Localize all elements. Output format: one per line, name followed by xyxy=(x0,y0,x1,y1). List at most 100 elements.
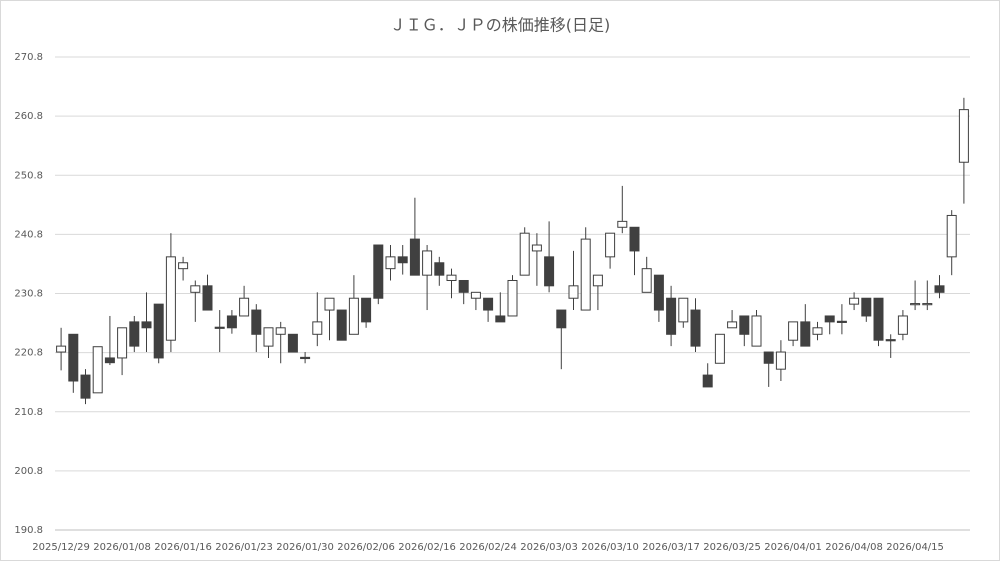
x-tick-label: 2026/01/23 xyxy=(215,542,273,553)
candle-body xyxy=(714,333,725,364)
candle-body xyxy=(336,309,347,341)
y-tick-label: 190.8 xyxy=(14,525,43,536)
candle-body xyxy=(922,303,933,306)
x-tick-label: 2025/12/29 xyxy=(32,542,90,553)
candle-body xyxy=(873,297,884,341)
candle-body xyxy=(678,297,689,323)
candle-body xyxy=(56,345,67,353)
candle-body xyxy=(312,321,323,335)
candle-body xyxy=(641,268,652,293)
candle-body xyxy=(531,244,542,252)
candle-body xyxy=(666,297,677,335)
candle-body xyxy=(727,321,738,329)
candle-body xyxy=(702,374,713,388)
candle-body xyxy=(434,262,445,276)
x-tick-label: 2026/04/01 xyxy=(764,542,822,553)
candle-body xyxy=(653,274,664,311)
y-tick-label: 200.8 xyxy=(14,466,43,477)
candle-body xyxy=(373,244,384,299)
candle-body xyxy=(397,256,408,264)
candle-body xyxy=(763,351,774,364)
candle-body xyxy=(483,297,494,311)
candle-body xyxy=(300,356,311,360)
candle-body xyxy=(592,274,603,287)
candle-body xyxy=(897,315,908,335)
x-tick-label: 2026/04/08 xyxy=(825,542,883,553)
y-tick-label: 220.8 xyxy=(14,348,43,359)
candle-body xyxy=(385,256,396,270)
x-tick-label: 2026/03/10 xyxy=(581,542,639,553)
x-tick-label: 2026/02/16 xyxy=(398,542,456,553)
x-tick-label: 2026/01/16 xyxy=(154,542,212,553)
y-tick-label: 230.8 xyxy=(14,289,43,300)
candle-body xyxy=(800,321,811,347)
candle-body xyxy=(68,333,79,382)
candle-body xyxy=(202,285,213,311)
candle-body xyxy=(519,232,530,276)
candle-body xyxy=(617,220,628,228)
candle-body xyxy=(544,256,555,287)
candle-body xyxy=(422,250,433,276)
candle-body xyxy=(324,297,335,311)
candle-body xyxy=(910,303,921,306)
candle-body xyxy=(446,274,457,281)
candle-body xyxy=(775,351,786,370)
chart-title: ＪＩＧ．ＪＰの株価推移(日足) xyxy=(390,16,611,35)
y-tick-label: 210.8 xyxy=(14,407,43,418)
candle-body xyxy=(263,327,274,347)
candle-body xyxy=(849,297,860,305)
candle-body xyxy=(92,346,103,394)
x-tick-label: 2026/01/08 xyxy=(93,542,151,553)
x-tick-label: 2026/04/15 xyxy=(886,542,944,553)
candle-body xyxy=(861,297,872,317)
candle-body xyxy=(580,238,591,311)
candle-body xyxy=(275,327,286,335)
candle-body xyxy=(458,279,469,293)
candle-body xyxy=(824,315,835,323)
candle-body xyxy=(836,320,847,323)
x-tick-label: 2026/03/17 xyxy=(642,542,700,553)
candle-body xyxy=(214,326,225,329)
y-tick-label: 250.8 xyxy=(14,170,43,181)
candle-body xyxy=(690,309,701,347)
candle-body xyxy=(751,315,762,347)
candle-body xyxy=(946,214,957,258)
candle-body xyxy=(788,321,799,341)
candle-body xyxy=(629,226,640,252)
x-tick-label: 2026/03/25 xyxy=(703,542,761,553)
y-tick-label: 260.8 xyxy=(14,111,43,122)
candle-body xyxy=(287,333,298,353)
candle-body xyxy=(239,297,250,317)
candle-body xyxy=(470,291,481,299)
candle-body xyxy=(129,321,140,347)
candle-body xyxy=(141,321,152,329)
candle-body xyxy=(348,297,359,335)
candle-body xyxy=(495,315,506,323)
y-tick-label: 270.8 xyxy=(14,52,43,63)
candle-body xyxy=(605,232,616,258)
candle-body xyxy=(178,262,189,270)
candle-body xyxy=(934,285,945,293)
candle-body xyxy=(568,285,579,299)
x-tick-label: 2026/03/03 xyxy=(520,542,578,553)
candle-body xyxy=(251,309,262,335)
x-tick-label: 2026/02/24 xyxy=(459,542,517,553)
candle-body xyxy=(958,109,969,163)
candle-body xyxy=(739,315,750,335)
candle-body xyxy=(226,315,237,329)
y-tick-label: 240.8 xyxy=(14,229,43,240)
candle-body xyxy=(409,238,420,276)
candle-body xyxy=(117,327,128,359)
candle-body xyxy=(812,327,823,335)
x-tick-label: 2026/01/30 xyxy=(276,542,334,553)
candle-body xyxy=(361,297,372,323)
candle-body xyxy=(104,357,115,364)
candle-body xyxy=(556,309,567,329)
candle-body xyxy=(507,279,518,317)
candle-body xyxy=(165,256,176,341)
candle-body xyxy=(153,303,164,359)
candle-body xyxy=(80,374,91,399)
